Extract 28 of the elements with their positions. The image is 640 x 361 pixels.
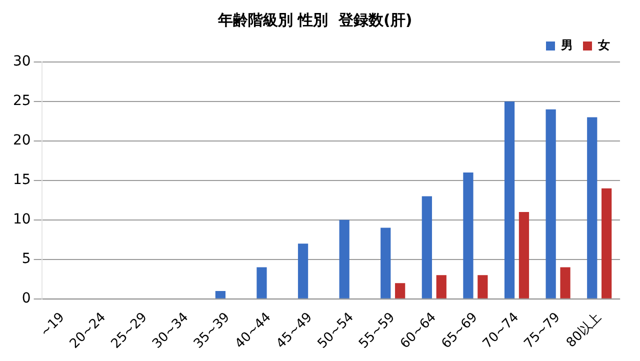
y-tick-label: 15 bbox=[12, 172, 31, 188]
bar bbox=[215, 290, 226, 298]
bar bbox=[436, 275, 446, 298]
x-tick-label: ~19 bbox=[38, 310, 68, 340]
bar bbox=[380, 228, 391, 298]
chart-title: 年齢階級別 性別 登録数(肝) bbox=[216, 10, 412, 29]
bar bbox=[546, 109, 556, 298]
bar bbox=[298, 244, 308, 298]
bar bbox=[339, 220, 350, 298]
y-tick-label: 0 bbox=[22, 290, 31, 307]
bar bbox=[478, 275, 488, 298]
bar bbox=[518, 212, 530, 298]
bar bbox=[587, 117, 598, 298]
y-tick-label: 5 bbox=[22, 251, 31, 268]
bar bbox=[422, 196, 432, 298]
bar bbox=[560, 267, 570, 298]
y-tick-label: 30 bbox=[12, 54, 31, 70]
bar bbox=[395, 283, 406, 298]
legend-label: 男 bbox=[560, 38, 573, 52]
x-tick-label: 80以上 bbox=[564, 310, 605, 351]
bar bbox=[504, 101, 515, 298]
y-tick-label: 10 bbox=[12, 212, 31, 228]
y-tick-label: 25 bbox=[12, 93, 31, 110]
bar bbox=[602, 188, 612, 298]
legend-label: 女 bbox=[597, 38, 610, 52]
bar bbox=[256, 267, 267, 298]
y-tick-label: 20 bbox=[12, 132, 31, 149]
bar bbox=[463, 172, 474, 298]
